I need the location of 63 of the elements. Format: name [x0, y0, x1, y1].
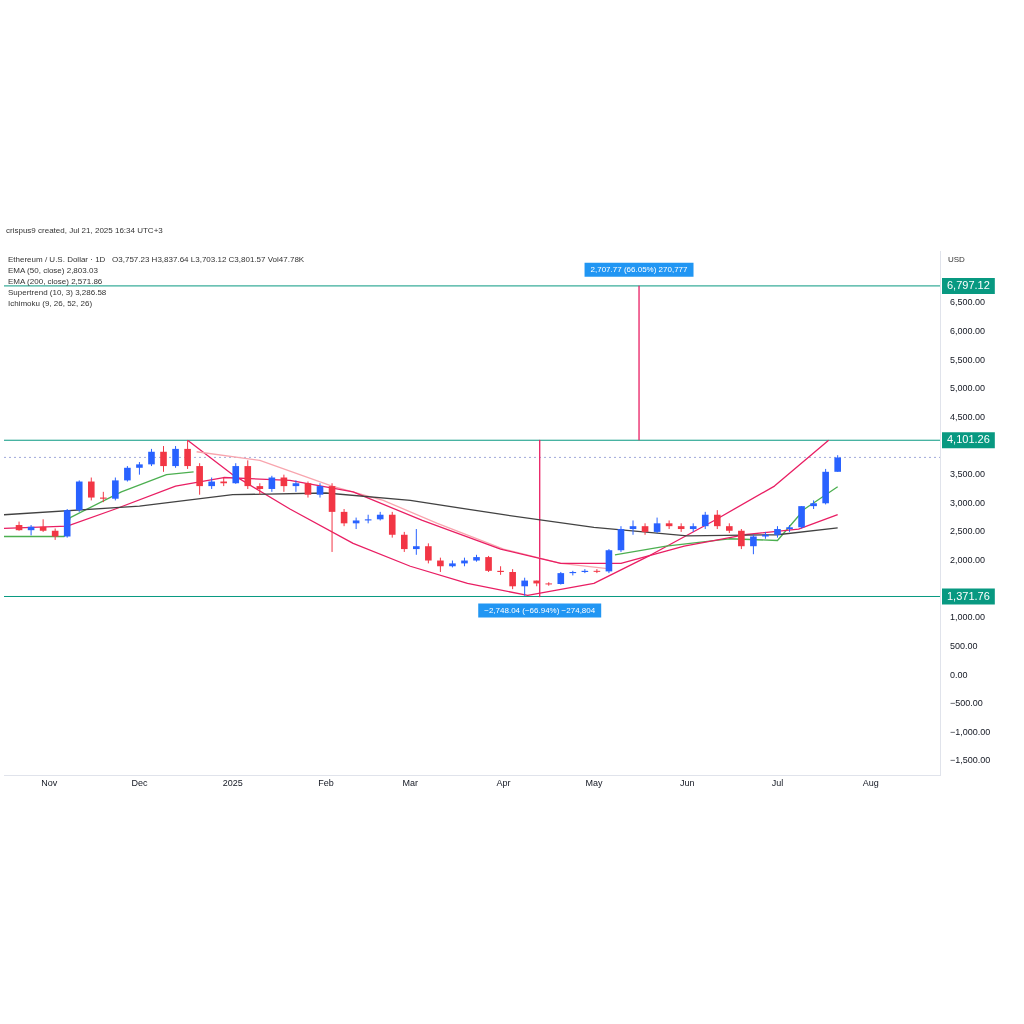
- candlestick: [738, 528, 745, 550]
- ref-line-label: 6,797.12: [947, 278, 990, 291]
- annotation: Ichimoku (9, 26, 52, 26): [8, 298, 93, 308]
- candlestick: [509, 568, 516, 590]
- chart-title: Ethereum / U.S. Dollar · 1D O3,757.23 H3,837.64 L3,703.12 C3,801.57 Vol47.78K: [8, 254, 305, 264]
- annotation: EMA (200, close) 2,571.86: [8, 276, 103, 286]
- x-tick-label: Jul: [771, 778, 784, 789]
- annotation: Supertrend (10, 3) 3,286.58: [8, 287, 107, 297]
- y-tick-label: 500.00: [950, 640, 978, 651]
- candlestick: [665, 519, 673, 530]
- annotation: −2,748.04 (−66.94%) −274,804: [484, 605, 596, 615]
- candlestick: [713, 509, 721, 530]
- y-tick-label: −1,000.00: [950, 726, 991, 737]
- candlestick: [184, 439, 191, 470]
- y-tick-label: 2,500.00: [950, 526, 986, 537]
- x-tick-label: Apr: [496, 778, 511, 789]
- candlestick: [196, 462, 203, 496]
- candlestick: [352, 517, 360, 530]
- candlestick: [629, 519, 637, 536]
- x-tick-label: Jun: [679, 778, 695, 789]
- y-tick-label: 3,500.00: [950, 469, 986, 480]
- candlestick: [172, 445, 179, 469]
- x-tick-label: 2025: [222, 778, 243, 789]
- candlestick: [160, 445, 167, 473]
- candlestick: [112, 477, 119, 501]
- y-tick-label: 2,000.00: [950, 555, 986, 566]
- candlestick: [617, 525, 625, 553]
- candlestick: [388, 511, 396, 539]
- candlestick: [87, 477, 95, 501]
- annotation: 2,707.77 (66.05%) 270,777: [590, 264, 689, 274]
- x-tick-label: Aug: [862, 778, 879, 789]
- candlestick: [605, 548, 613, 574]
- y-tick-label: −500.00: [950, 698, 983, 709]
- y-tick-label: 6,500.00: [950, 297, 986, 308]
- candlestick: [232, 462, 240, 485]
- candlestick: [244, 459, 252, 490]
- y-tick-label: 3,000.00: [950, 497, 986, 508]
- y-tick-label: 0.00: [950, 669, 968, 680]
- candlestick: [750, 534, 757, 555]
- x-tick-label: Nov: [41, 778, 58, 789]
- y-tick-label: −1,500.00: [950, 755, 991, 766]
- candlestick: [292, 479, 300, 493]
- y-axis-title: USD: [948, 254, 966, 264]
- text: crispus9 created, Jul 21, 2025 16:34 UTC+3: [6, 226, 163, 235]
- x-tick-label: Feb: [318, 778, 334, 789]
- candlestick: [798, 505, 805, 529]
- x-tick-label: May: [585, 778, 603, 789]
- candlestick: [425, 542, 432, 564]
- candlestick: [521, 577, 528, 597]
- y-tick-label: 4,500.00: [950, 411, 986, 422]
- candlestick: [400, 531, 408, 553]
- candlestick: [641, 522, 649, 536]
- ref-line-label: 4,101.26: [947, 433, 990, 446]
- candlestick: [413, 528, 420, 556]
- x-tick-label: Mar: [402, 778, 419, 789]
- y-tick-label: 1,000.00: [950, 612, 986, 623]
- y-tick-label: 5,500.00: [950, 354, 986, 365]
- y-tick-label: 5,000.00: [950, 383, 986, 394]
- candlestick: [545, 581, 553, 587]
- y-tick-label: 6,000.00: [950, 326, 986, 337]
- ref-line-label: 1,371.76: [947, 589, 990, 602]
- annotation: EMA (50, close) 2,803.03: [8, 265, 99, 275]
- x-tick-label: Dec: [131, 778, 148, 789]
